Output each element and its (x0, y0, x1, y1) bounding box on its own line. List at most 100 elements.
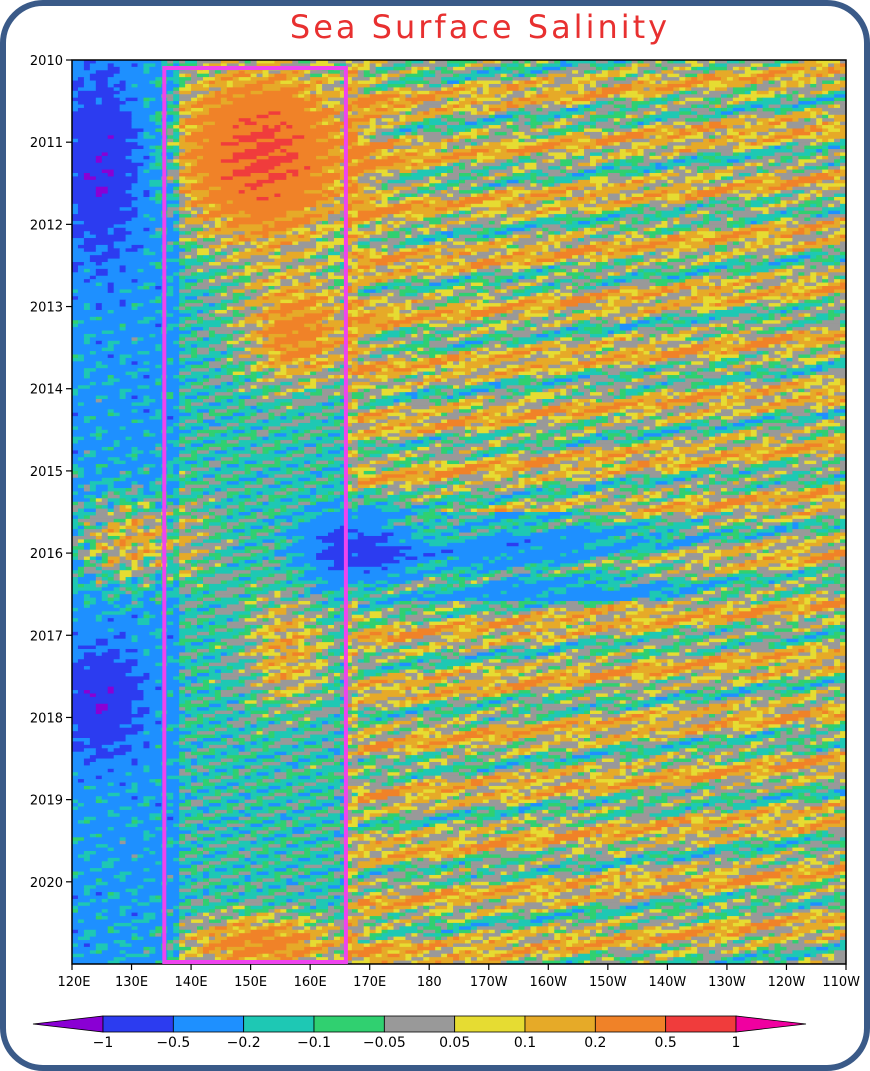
heatmap-cell (119, 268, 127, 273)
heatmap-cell (578, 179, 591, 184)
heatmap-cell (179, 292, 204, 297)
heatmap-cell (488, 135, 520, 140)
heatmap-cell (333, 238, 347, 243)
heatmap-cell (244, 241, 252, 246)
heatmap-cell (709, 196, 716, 201)
heatmap-cell (584, 90, 591, 95)
heatmap-cell (655, 135, 663, 140)
heatmap-cell (631, 107, 639, 112)
heatmap-cell (518, 80, 526, 85)
heatmap-cell (161, 196, 180, 201)
heatmap-cell (679, 128, 686, 133)
heatmap-cell (191, 313, 198, 318)
heatmap-cell (441, 97, 448, 102)
heatmap-cell (524, 179, 532, 184)
heatmap-cell (584, 255, 591, 260)
heatmap-cell (429, 227, 442, 232)
heatmap-cell (554, 296, 561, 301)
heatmap-cell (328, 248, 335, 253)
heatmap-cell (792, 97, 799, 102)
heatmap-cell (280, 80, 293, 85)
heatmap-cell (572, 104, 579, 109)
heatmap-cell (601, 207, 615, 212)
heatmap-cell (828, 73, 835, 78)
heatmap-cell (572, 101, 591, 106)
heatmap-cell (447, 138, 454, 143)
heatmap-cell (179, 138, 186, 143)
heatmap-cell (685, 138, 704, 143)
heatmap-cell (447, 313, 472, 318)
heatmap-cell (328, 138, 359, 143)
heatmap-cell (500, 101, 508, 106)
heatmap-cell (453, 162, 460, 167)
heatmap-cell (411, 224, 418, 229)
heatmap-cell (470, 272, 478, 277)
heatmap-cell (405, 286, 412, 291)
heatmap-cell (566, 190, 573, 195)
heatmap-cell (411, 299, 418, 304)
heatmap-cell (482, 128, 490, 133)
heatmap-cell (524, 173, 532, 178)
heatmap-cell (506, 286, 520, 291)
heatmap-cell (524, 200, 532, 205)
heatmap-cell (363, 313, 377, 318)
heatmap-cell (232, 258, 240, 263)
heatmap-cell (405, 262, 412, 267)
heatmap-cell (816, 83, 823, 88)
heatmap-cell (310, 80, 317, 85)
heatmap-cell (595, 173, 609, 178)
heatmap-cell (643, 262, 651, 267)
heatmap-cell (322, 190, 335, 195)
heatmap-cell (494, 114, 514, 119)
heatmap-cell (149, 169, 168, 174)
heatmap-cell (554, 251, 585, 256)
heatmap-cell (393, 186, 412, 191)
heatmap-cell (244, 234, 264, 239)
heatmap-cell (363, 186, 377, 191)
heatmap-cell (482, 87, 490, 92)
heatmap-cell (643, 176, 663, 181)
heatmap-cell (351, 251, 359, 256)
heatmap-cell (566, 296, 573, 301)
heatmap-cell (476, 80, 502, 85)
heatmap-cell (762, 104, 770, 109)
heatmap-cell (720, 183, 728, 188)
heatmap-cell (631, 176, 645, 181)
heatmap-cell (524, 66, 543, 71)
heatmap-cell (512, 60, 520, 65)
heatmap-cell (738, 296, 758, 301)
heatmap-cell (506, 118, 514, 123)
heatmap-cell (387, 296, 424, 301)
heatmap-cell (619, 152, 633, 157)
heatmap-cell (453, 70, 472, 75)
heatmap-cell (834, 279, 841, 284)
heatmap-cell (691, 87, 710, 92)
heatmap-cell (536, 210, 543, 215)
heatmap-cell (202, 316, 216, 321)
heatmap-cell (488, 66, 496, 71)
heatmap-cell (762, 255, 770, 260)
heatmap-cell (387, 87, 395, 92)
heatmap-cell (715, 135, 722, 140)
heatmap-cell (566, 114, 573, 119)
heatmap-cell (351, 176, 359, 181)
heatmap-cell (804, 286, 817, 291)
heatmap-cell (411, 303, 436, 308)
heatmap-cell (488, 183, 502, 188)
heatmap-cell (494, 60, 502, 65)
heatmap-cell (500, 121, 508, 126)
heatmap-cell (345, 268, 353, 273)
heatmap-cell (459, 155, 478, 160)
heatmap-cell (709, 309, 716, 314)
heatmap-cell (262, 265, 281, 270)
heatmap-cell (661, 60, 668, 65)
heatmap-cell (351, 214, 359, 219)
heatmap-cell (453, 231, 478, 236)
heatmap-cell (459, 200, 484, 205)
heatmap-cell (232, 238, 240, 243)
heatmap-cell (673, 87, 680, 92)
heatmap-cell (470, 94, 478, 99)
heatmap-cell (179, 282, 186, 287)
heatmap-cell (250, 131, 276, 136)
heatmap-cell (185, 183, 192, 188)
